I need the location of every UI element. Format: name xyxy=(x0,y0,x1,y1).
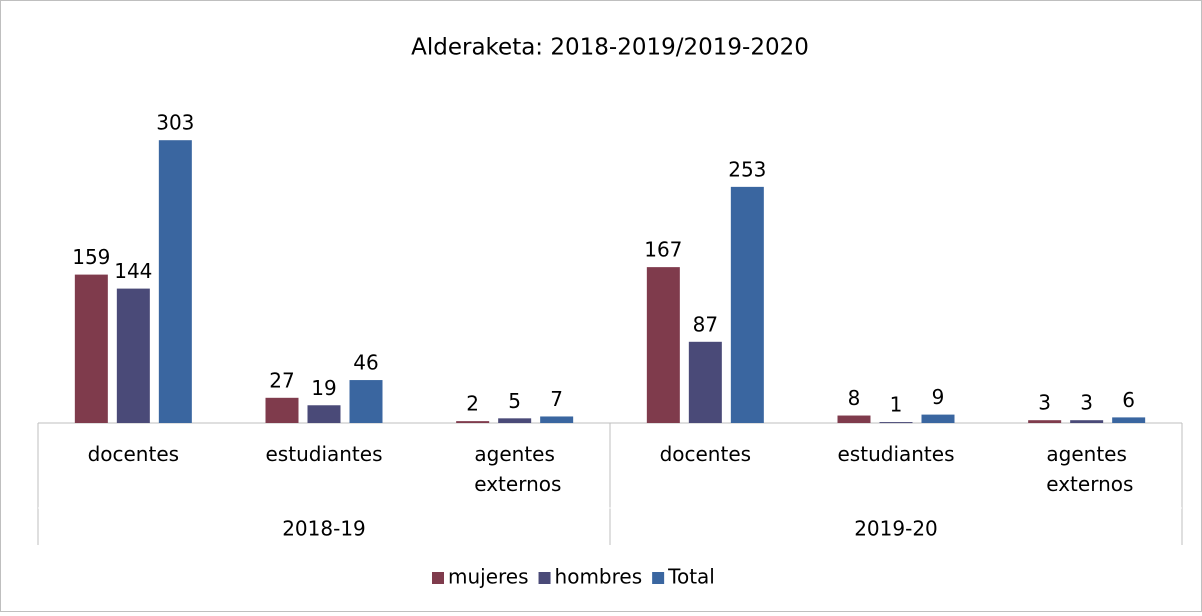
group-label: 2019-20 xyxy=(854,517,938,541)
data-label: 7 xyxy=(550,387,563,411)
legend-swatch xyxy=(538,572,551,584)
x-tick-label: docentes xyxy=(88,442,179,466)
legend-swatch xyxy=(652,572,665,584)
bar xyxy=(456,421,490,423)
data-label: 27 xyxy=(269,368,294,392)
bar xyxy=(921,414,955,423)
data-label: 87 xyxy=(693,312,718,336)
data-label: 9 xyxy=(932,385,945,409)
data-label: 6 xyxy=(1122,388,1135,412)
bar xyxy=(1112,417,1146,423)
bar xyxy=(688,341,722,423)
data-label: 167 xyxy=(644,238,682,262)
bar xyxy=(74,274,108,423)
data-label: 2 xyxy=(466,392,479,416)
bar xyxy=(1070,420,1104,423)
bar xyxy=(540,416,574,423)
legend-label: hombres xyxy=(555,565,643,589)
group-label: 2018-19 xyxy=(282,517,366,541)
data-label: 46 xyxy=(353,351,378,375)
bar xyxy=(1028,420,1062,423)
x-tick-label: estudiantes xyxy=(838,442,955,466)
data-label: 159 xyxy=(72,245,110,269)
data-label: 3 xyxy=(1038,391,1051,415)
bar xyxy=(498,418,532,423)
legend-label: Total xyxy=(667,565,715,589)
data-label: 3 xyxy=(1080,391,1093,415)
bar xyxy=(307,405,341,423)
legend-label: mujeres xyxy=(448,565,529,589)
bar xyxy=(116,288,150,423)
bar xyxy=(646,267,680,423)
data-label: 5 xyxy=(508,389,521,413)
chart-title: Alderaketa: 2018-2019/2019-2020 xyxy=(411,35,809,61)
bar xyxy=(158,140,192,423)
data-label: 8 xyxy=(848,386,861,410)
x-tick-label: docentes xyxy=(660,442,751,466)
data-label: 253 xyxy=(728,157,766,181)
bar xyxy=(349,380,383,423)
data-label: 1 xyxy=(890,393,903,417)
bar xyxy=(730,186,764,423)
data-label: 19 xyxy=(311,376,336,400)
x-tick-label: agentes externos xyxy=(468,442,562,496)
bar xyxy=(265,397,299,423)
x-tick-label: agentes externos xyxy=(1040,442,1134,496)
data-label: 144 xyxy=(114,259,152,283)
data-label: 303 xyxy=(156,111,194,135)
x-tick-label: estudiantes xyxy=(266,442,383,466)
bar xyxy=(879,422,913,424)
legend-swatch xyxy=(432,572,444,584)
bar xyxy=(837,415,871,423)
